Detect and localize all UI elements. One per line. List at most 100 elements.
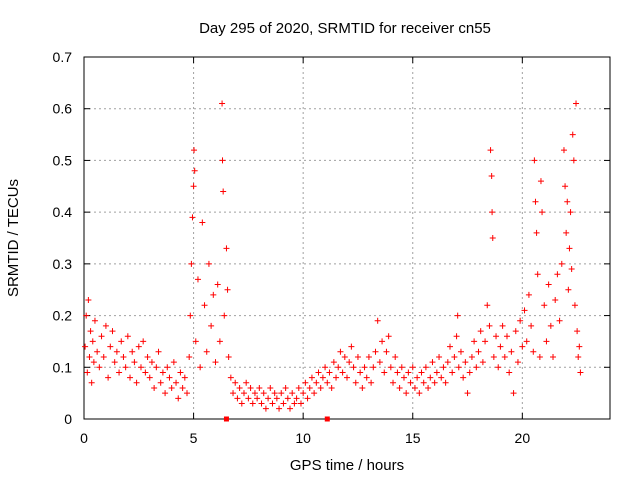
data-point xyxy=(153,364,160,371)
data-point xyxy=(531,157,538,164)
data-point xyxy=(337,348,344,355)
data-point xyxy=(475,348,482,355)
data-point xyxy=(315,369,322,376)
data-point xyxy=(376,359,383,366)
data-point xyxy=(495,364,502,371)
data-point xyxy=(536,353,543,360)
data-point xyxy=(265,395,272,402)
data-point xyxy=(113,348,120,355)
data-point xyxy=(199,219,206,226)
data-point xyxy=(570,157,577,164)
data-point xyxy=(100,353,107,360)
data-point xyxy=(105,374,112,381)
data-point xyxy=(468,353,475,360)
data-point xyxy=(440,364,447,371)
y-tick-label: 0.3 xyxy=(53,256,73,272)
data-point xyxy=(547,322,554,329)
data-point xyxy=(568,266,575,273)
data-point xyxy=(550,353,557,360)
data-point xyxy=(135,343,142,350)
data-point xyxy=(361,364,368,371)
data-point xyxy=(234,395,241,402)
data-point xyxy=(107,343,114,350)
data-point xyxy=(129,348,136,355)
data-point xyxy=(269,400,276,407)
data-point xyxy=(187,312,194,319)
data-point xyxy=(212,359,219,366)
data-point xyxy=(173,379,180,386)
data-point xyxy=(508,348,515,355)
data-point xyxy=(418,369,425,376)
data-point xyxy=(577,369,584,376)
data-point xyxy=(190,183,197,190)
data-point xyxy=(260,390,267,397)
data-point xyxy=(487,147,494,154)
data-point xyxy=(383,348,390,355)
data-point xyxy=(245,395,252,402)
data-point xyxy=(175,395,182,402)
data-point xyxy=(177,369,184,376)
data-point xyxy=(201,302,208,309)
data-point xyxy=(197,364,204,371)
data-point xyxy=(416,390,423,397)
data-point xyxy=(219,100,226,107)
data-point xyxy=(479,359,486,366)
data-point xyxy=(254,395,261,402)
data-point xyxy=(111,359,118,366)
data-point xyxy=(240,390,247,397)
data-point xyxy=(102,322,109,329)
data-point xyxy=(363,374,370,381)
data-point xyxy=(238,400,245,407)
data-point xyxy=(311,390,318,397)
data-point xyxy=(86,353,93,360)
data-point xyxy=(227,374,234,381)
data-point xyxy=(324,379,331,386)
data-point xyxy=(322,364,329,371)
plot-frame xyxy=(83,56,611,420)
data-point xyxy=(151,384,158,391)
data-point xyxy=(466,369,473,376)
data-point xyxy=(98,333,105,340)
data-point xyxy=(539,209,546,216)
grid-lines xyxy=(84,57,610,419)
data-point xyxy=(414,374,421,381)
data-point xyxy=(510,390,517,397)
data-point xyxy=(295,384,302,391)
data-point xyxy=(444,359,451,366)
data-point xyxy=(96,364,103,371)
data-point xyxy=(140,338,147,345)
data-point xyxy=(83,312,90,319)
data-point xyxy=(387,364,394,371)
data-point xyxy=(569,131,576,138)
data-point xyxy=(565,286,572,293)
data-point xyxy=(512,328,519,335)
data-point xyxy=(564,198,571,205)
data-point xyxy=(179,384,186,391)
data-point xyxy=(370,364,377,371)
data-point xyxy=(170,359,177,366)
data-point xyxy=(120,353,127,360)
data-point xyxy=(506,369,513,376)
y-tick-label: 0.5 xyxy=(53,152,73,168)
data-point xyxy=(420,379,427,386)
data-point xyxy=(501,353,508,360)
data-point xyxy=(484,302,491,309)
data-point xyxy=(328,384,335,391)
data-point xyxy=(317,384,324,391)
data-point xyxy=(438,374,445,381)
y-tick-label: 0.7 xyxy=(53,49,73,65)
data-point xyxy=(514,359,521,366)
data-point xyxy=(306,384,313,391)
data-point xyxy=(339,369,346,376)
data-point xyxy=(191,147,198,154)
data-point xyxy=(313,379,320,386)
data-point xyxy=(162,390,169,397)
data-point xyxy=(302,379,309,386)
y-axis-label: SRMTID / TECUs xyxy=(5,179,22,297)
data-point xyxy=(94,348,101,355)
data-point xyxy=(184,390,191,397)
data-point xyxy=(558,260,565,267)
data-point xyxy=(562,183,569,190)
data-point xyxy=(489,209,496,216)
data-point xyxy=(189,214,196,221)
